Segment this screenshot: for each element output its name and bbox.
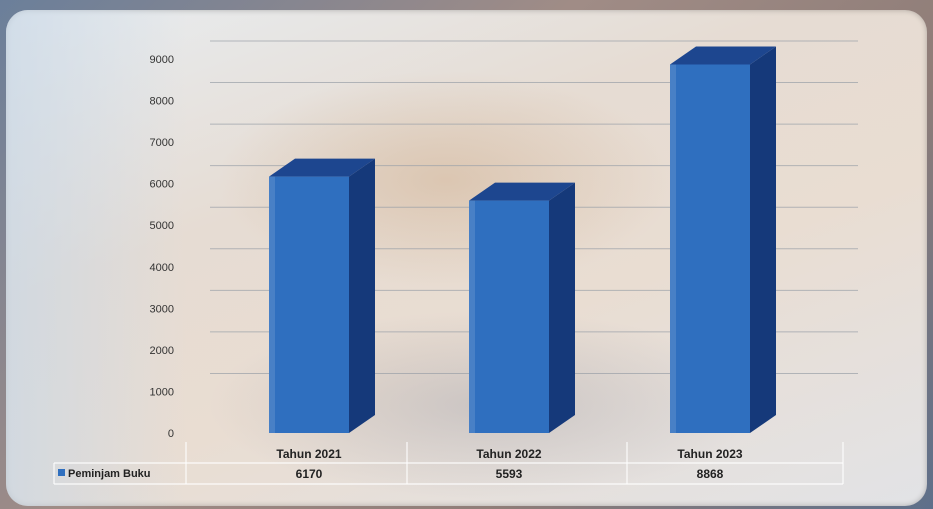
bar-side	[549, 182, 575, 433]
y-tick-label: 0	[168, 428, 174, 440]
legend-key	[58, 469, 65, 476]
bar-front	[670, 64, 750, 433]
bar-side	[750, 46, 776, 434]
y-tick-label: 6000	[150, 179, 174, 191]
category-label: Tahun 2022	[476, 447, 541, 461]
y-tick-label: 1000	[150, 386, 174, 398]
category-label: Tahun 2023	[677, 447, 742, 461]
bar-highlight	[469, 200, 475, 433]
legend-label: Peminjam Buku	[68, 468, 151, 480]
y-tick-label: 8000	[150, 96, 174, 108]
y-tick-label: 4000	[150, 262, 174, 274]
background-blur	[6, 10, 186, 506]
y-axis: 0 1000 2000 3000 4000 5000 6000 7000 8000 9000	[150, 54, 174, 440]
data-label: 6170	[296, 467, 323, 481]
bar-front	[269, 176, 349, 433]
bar-top	[469, 182, 575, 201]
data-label: 8868	[697, 467, 724, 481]
data-label: 5593	[496, 467, 523, 481]
bar-top	[269, 158, 375, 177]
bar	[269, 158, 375, 433]
y-tick-label: 9000	[150, 54, 174, 66]
bar	[469, 182, 575, 433]
bar-highlight	[269, 176, 275, 433]
data-table: Tahun 2021 Tahun 2022 Tahun 2023 6170 5593 88…	[53, 442, 844, 485]
bar-front	[469, 200, 549, 433]
y-tick-label: 5000	[150, 220, 174, 232]
y-tick-label: 2000	[150, 345, 174, 357]
bar-top	[670, 46, 776, 65]
bar-side	[349, 158, 375, 433]
y-tick-label: 3000	[150, 303, 174, 315]
bar-highlight	[670, 64, 676, 433]
category-label: Tahun 2021	[276, 447, 341, 461]
bar	[670, 46, 776, 434]
y-tick-label: 7000	[150, 137, 174, 149]
bars	[269, 46, 776, 434]
